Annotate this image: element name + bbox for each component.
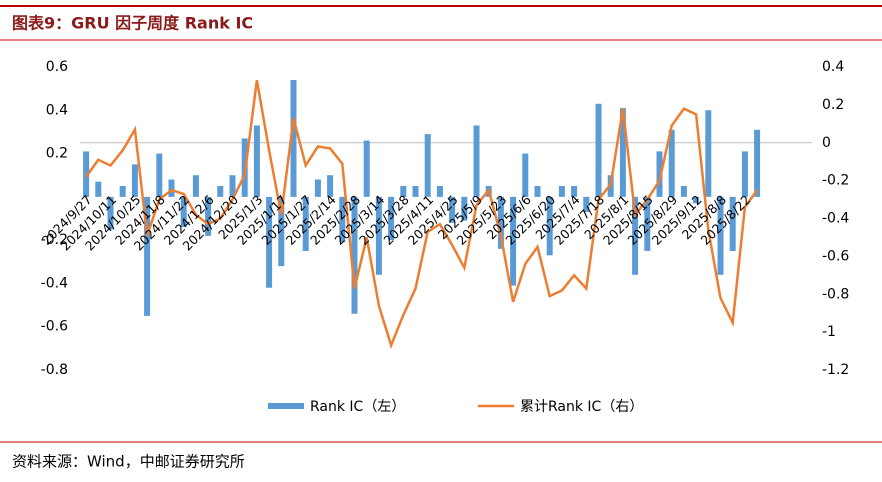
y2-tick-label: -1.2: [822, 362, 849, 378]
y-tick-label: 0.6: [46, 59, 68, 75]
bar: [693, 196, 700, 204]
bar: [558, 186, 565, 197]
bar: [510, 196, 517, 286]
y-tick-label: -0.6: [41, 319, 68, 335]
bar: [741, 151, 748, 197]
bar: [461, 196, 468, 221]
bar: [497, 196, 504, 249]
legend-label: Rank IC（左）: [310, 399, 405, 415]
y2-tick-label: -0.8: [822, 286, 849, 302]
bar: [205, 196, 212, 236]
bar: [705, 110, 712, 197]
bar: [180, 196, 187, 228]
bar: [449, 196, 456, 223]
y2-tick-label: -0.4: [822, 211, 849, 227]
bar: [522, 153, 529, 197]
y2-tick-label: 0: [822, 135, 831, 151]
bar: [400, 186, 407, 197]
y-tick-label: -0.4: [41, 275, 68, 291]
bar: [131, 164, 138, 197]
legend-swatch: [268, 403, 304, 409]
y2-tick-label: -0.6: [822, 248, 849, 264]
bar: [156, 153, 163, 197]
bar: [546, 196, 553, 256]
bar: [388, 196, 395, 241]
bar: [656, 151, 663, 197]
bar: [119, 186, 126, 197]
y-tick-label: 0.2: [46, 146, 68, 162]
bar: [278, 196, 285, 267]
bar: [107, 196, 114, 230]
bar: [619, 108, 626, 197]
bar: [83, 151, 90, 197]
bar: [632, 196, 639, 275]
y-tick-label: -0.2: [41, 232, 68, 248]
bar: [168, 179, 175, 197]
bar: [595, 103, 602, 197]
y2-tick-label: -0.2: [822, 173, 849, 189]
bar: [339, 196, 346, 243]
bar: [327, 175, 334, 197]
bar: [473, 125, 480, 197]
bar: [680, 186, 687, 197]
bar: [436, 186, 443, 197]
bar: [754, 129, 761, 197]
bar: [583, 196, 590, 213]
chart-title: 图表9：GRU 因子周度 Rank IC: [12, 14, 253, 33]
legend-label: 累计Rank IC（右）: [520, 399, 643, 415]
bar: [217, 186, 224, 197]
bar: [571, 186, 578, 197]
bar: [534, 186, 541, 197]
y2-tick-label: -1: [822, 324, 836, 340]
y-tick-label: -0.8: [41, 362, 68, 378]
y2-tick-label: 0.2: [822, 97, 844, 113]
bar: [266, 196, 273, 288]
y-tick-label: 0.4: [46, 102, 68, 118]
bar: [314, 179, 321, 197]
bar: [192, 175, 199, 197]
bar: [729, 196, 736, 251]
bar: [717, 196, 724, 275]
bar: [424, 134, 431, 197]
bar: [95, 181, 102, 197]
line: [85, 80, 759, 350]
bar: [375, 196, 382, 275]
y2-tick-label: 0.4: [822, 59, 844, 75]
bar: [253, 125, 260, 197]
bar: [302, 196, 309, 251]
bar: [229, 175, 236, 197]
bar: [363, 140, 370, 197]
bar: [644, 196, 651, 251]
bar: [351, 196, 358, 314]
bar: [144, 196, 151, 316]
bar: [668, 129, 675, 197]
bar: [290, 79, 297, 197]
source: 资料来源：Wind，中邮证券研究所: [12, 453, 245, 471]
bar: [412, 186, 419, 197]
